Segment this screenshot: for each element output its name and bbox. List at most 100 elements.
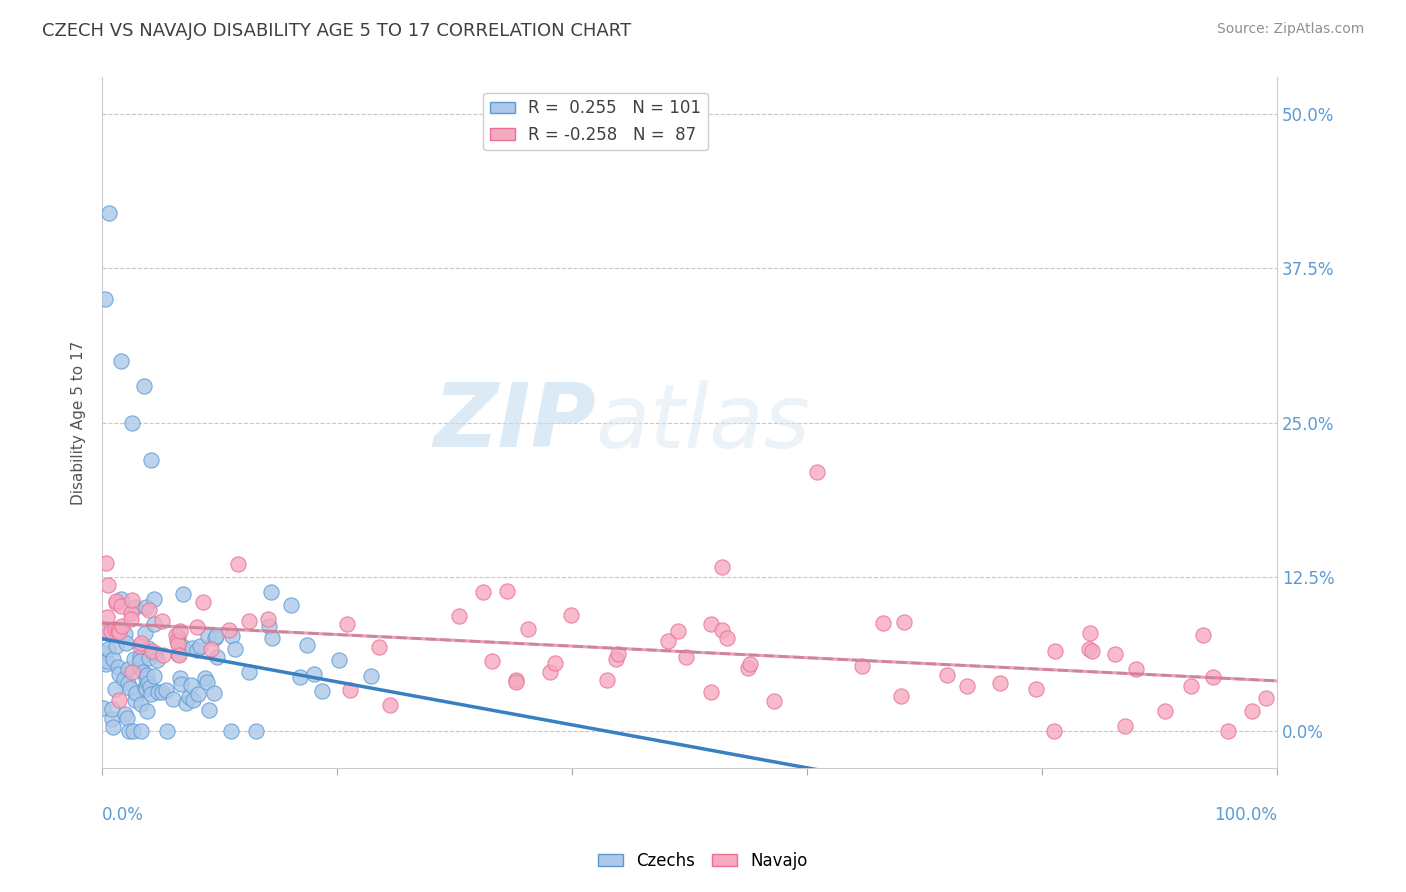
Point (129, 649, 152, 664)
Point (128, 661, 150, 675)
Point (1043, 644, 1066, 658)
Point (481, 654, 503, 668)
Point (505, 673, 527, 687)
Point (169, 671, 191, 685)
Point (174, 697, 197, 711)
Point (121, 665, 143, 679)
Point (136, 641, 159, 656)
Point (368, 640, 391, 654)
Point (94, 556, 117, 570)
Point (120, 606, 142, 620)
Point (135, 671, 157, 685)
Point (93, 700, 115, 714)
Point (104, 681, 127, 696)
Point (893, 615, 915, 629)
Point (666, 624, 689, 638)
Point (145, 653, 167, 667)
Point (1180, 679, 1202, 693)
Point (1025, 681, 1047, 696)
Point (96, 610, 118, 624)
Point (101, 712, 124, 726)
Point (132, 665, 155, 679)
Point (516, 622, 538, 636)
Point (167, 629, 190, 643)
Point (170, 676, 193, 690)
Point (245, 723, 267, 738)
Point (117, 676, 139, 690)
Point (155, 682, 177, 697)
Point (134, 378, 156, 392)
Text: 0.0%: 0.0% (103, 805, 143, 823)
Point (560, 607, 582, 622)
Point (675, 649, 697, 664)
Point (1081, 644, 1104, 658)
Point (107, 660, 129, 674)
Point (141, 687, 163, 701)
Point (186, 620, 208, 634)
Point (124, 599, 146, 614)
Point (136, 676, 159, 690)
Point (172, 639, 194, 653)
Point (218, 624, 240, 638)
Point (205, 649, 228, 664)
Point (129, 723, 152, 738)
Point (134, 626, 156, 640)
Point (129, 654, 152, 668)
Point (224, 642, 246, 657)
Point (711, 623, 734, 637)
Point (115, 635, 138, 649)
Point (496, 583, 519, 598)
Point (162, 692, 184, 706)
Point (100, 624, 122, 639)
Point (851, 659, 873, 673)
Point (200, 641, 222, 656)
Point (112, 672, 135, 686)
Point (288, 670, 311, 684)
Point (1216, 723, 1239, 738)
Point (988, 676, 1011, 690)
Point (150, 614, 173, 628)
Point (1153, 704, 1175, 718)
Point (166, 647, 188, 661)
Point (257, 619, 280, 633)
Point (143, 646, 166, 660)
Point (194, 671, 217, 685)
Point (125, 686, 148, 700)
Point (204, 686, 226, 700)
Point (1104, 647, 1126, 661)
Point (138, 603, 160, 617)
Point (339, 683, 361, 698)
Point (148, 685, 170, 699)
Point (1043, 723, 1066, 738)
Point (122, 723, 145, 738)
Point (226, 558, 249, 572)
Point (172, 586, 194, 600)
Point (311, 683, 333, 698)
Point (238, 665, 260, 680)
Point (1114, 719, 1136, 733)
Point (763, 693, 786, 707)
Point (1078, 641, 1101, 656)
Point (596, 673, 619, 687)
Point (120, 612, 142, 626)
Point (221, 629, 243, 643)
Point (198, 702, 221, 716)
Point (110, 354, 132, 368)
Point (114, 707, 136, 722)
Legend: Czechs, Navajo: Czechs, Navajo (592, 846, 814, 877)
Point (103, 622, 125, 636)
Point (101, 702, 124, 716)
Point (117, 662, 139, 676)
Text: 100.0%: 100.0% (1215, 805, 1277, 823)
Point (1078, 626, 1101, 640)
Point (118, 681, 141, 695)
Point (96, 624, 118, 638)
Text: CZECH VS NAVAJO DISABILITY AGE 5 TO 17 CORRELATION CHART: CZECH VS NAVAJO DISABILITY AGE 5 TO 17 C… (42, 22, 631, 40)
Point (101, 720, 124, 734)
Point (166, 634, 188, 648)
Point (105, 639, 128, 653)
Point (1241, 704, 1264, 718)
Point (657, 634, 679, 648)
Point (280, 598, 302, 612)
Point (131, 697, 153, 711)
